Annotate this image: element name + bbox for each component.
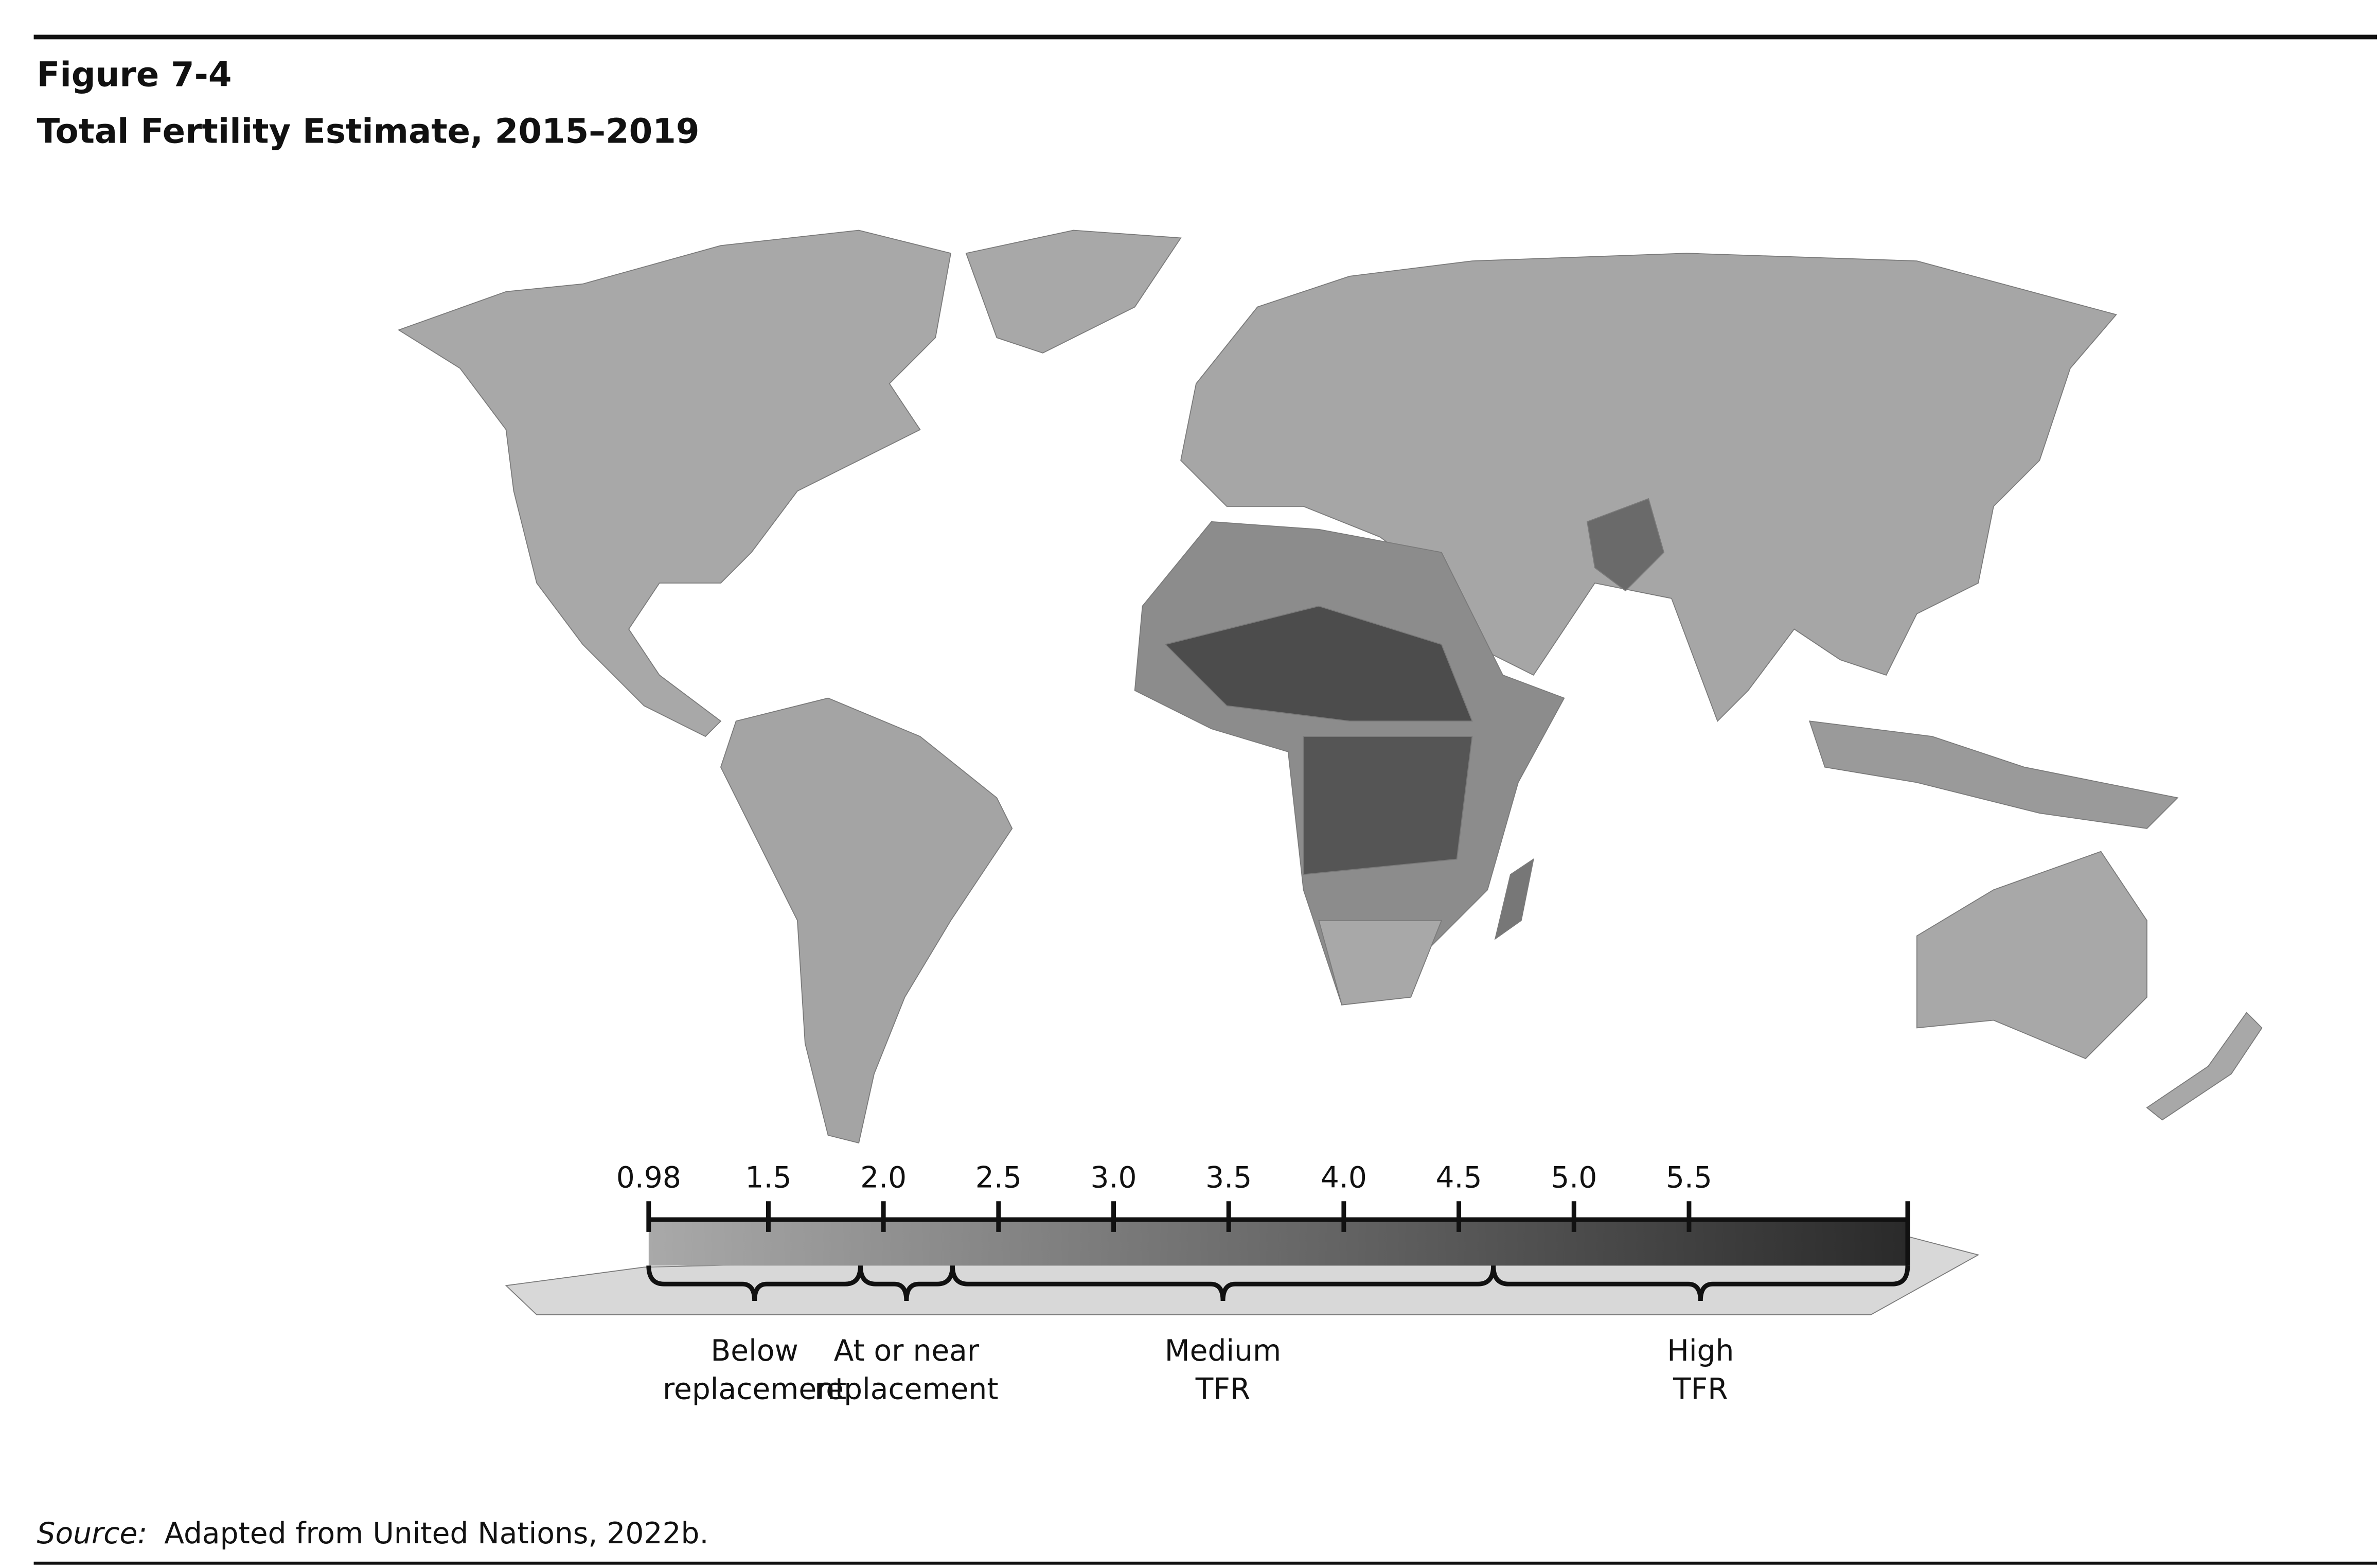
tick-label: 3.5 (1205, 1160, 1252, 1194)
group-bracket (950, 1265, 1496, 1301)
australia (1916, 851, 2147, 1060)
group-bracket (1491, 1265, 1910, 1301)
sahel (1164, 605, 1473, 722)
greenland (965, 230, 1182, 354)
source-prefix: Source: (37, 1517, 148, 1551)
tick-label: 5.5 (1666, 1160, 1712, 1194)
tick-label: 2.0 (860, 1160, 907, 1194)
tick-label: 5.0 (1551, 1160, 1597, 1194)
tick-label: 1.5 (745, 1160, 791, 1194)
tick-label: 4.5 (1436, 1160, 1482, 1194)
group-label: TFR (1195, 1372, 1251, 1406)
group-label: TFR (1673, 1372, 1728, 1406)
group-label: Medium (1165, 1334, 1281, 1368)
source-note: Source: Adapted from United Nations, 202… (37, 1517, 709, 1551)
tick-label: 4.0 (1321, 1160, 1367, 1194)
legend: 0.98 1.5 2.0 2.5 3.0 3.5 4.0 4.5 5.0 5.5 Below repl… (616, 1160, 1910, 1406)
color-bar (648, 1220, 1908, 1266)
group-label: replacement (663, 1372, 846, 1406)
group-bracket (646, 1265, 863, 1301)
tick-label: 3.0 (1090, 1160, 1136, 1194)
central-africa (1303, 736, 1473, 875)
tick-label: 0.98 (616, 1160, 681, 1194)
source-text: Adapted from United Nations, 2022b. (164, 1517, 708, 1551)
new-zealand (2146, 1012, 2263, 1121)
group-label: High (1667, 1334, 1734, 1368)
world-map (397, 230, 2263, 1315)
tick-label: 2.5 (975, 1160, 1022, 1194)
group-label: Below (711, 1334, 798, 1368)
figure-title: Total Fertility Estimate, 2015–2019 (37, 112, 700, 151)
southern-africa (1318, 920, 1443, 1006)
north-america (397, 230, 952, 737)
southeast-asia-islands (1808, 720, 2179, 829)
madagascar (1494, 858, 1534, 940)
afghanistan-pakistan (1586, 498, 1665, 592)
group-label: replacement (814, 1372, 998, 1406)
group-label: At or near (834, 1334, 980, 1368)
south-america (720, 697, 1013, 1144)
figure-label: Figure 7-4 (37, 55, 232, 94)
group-bracket (858, 1265, 955, 1301)
